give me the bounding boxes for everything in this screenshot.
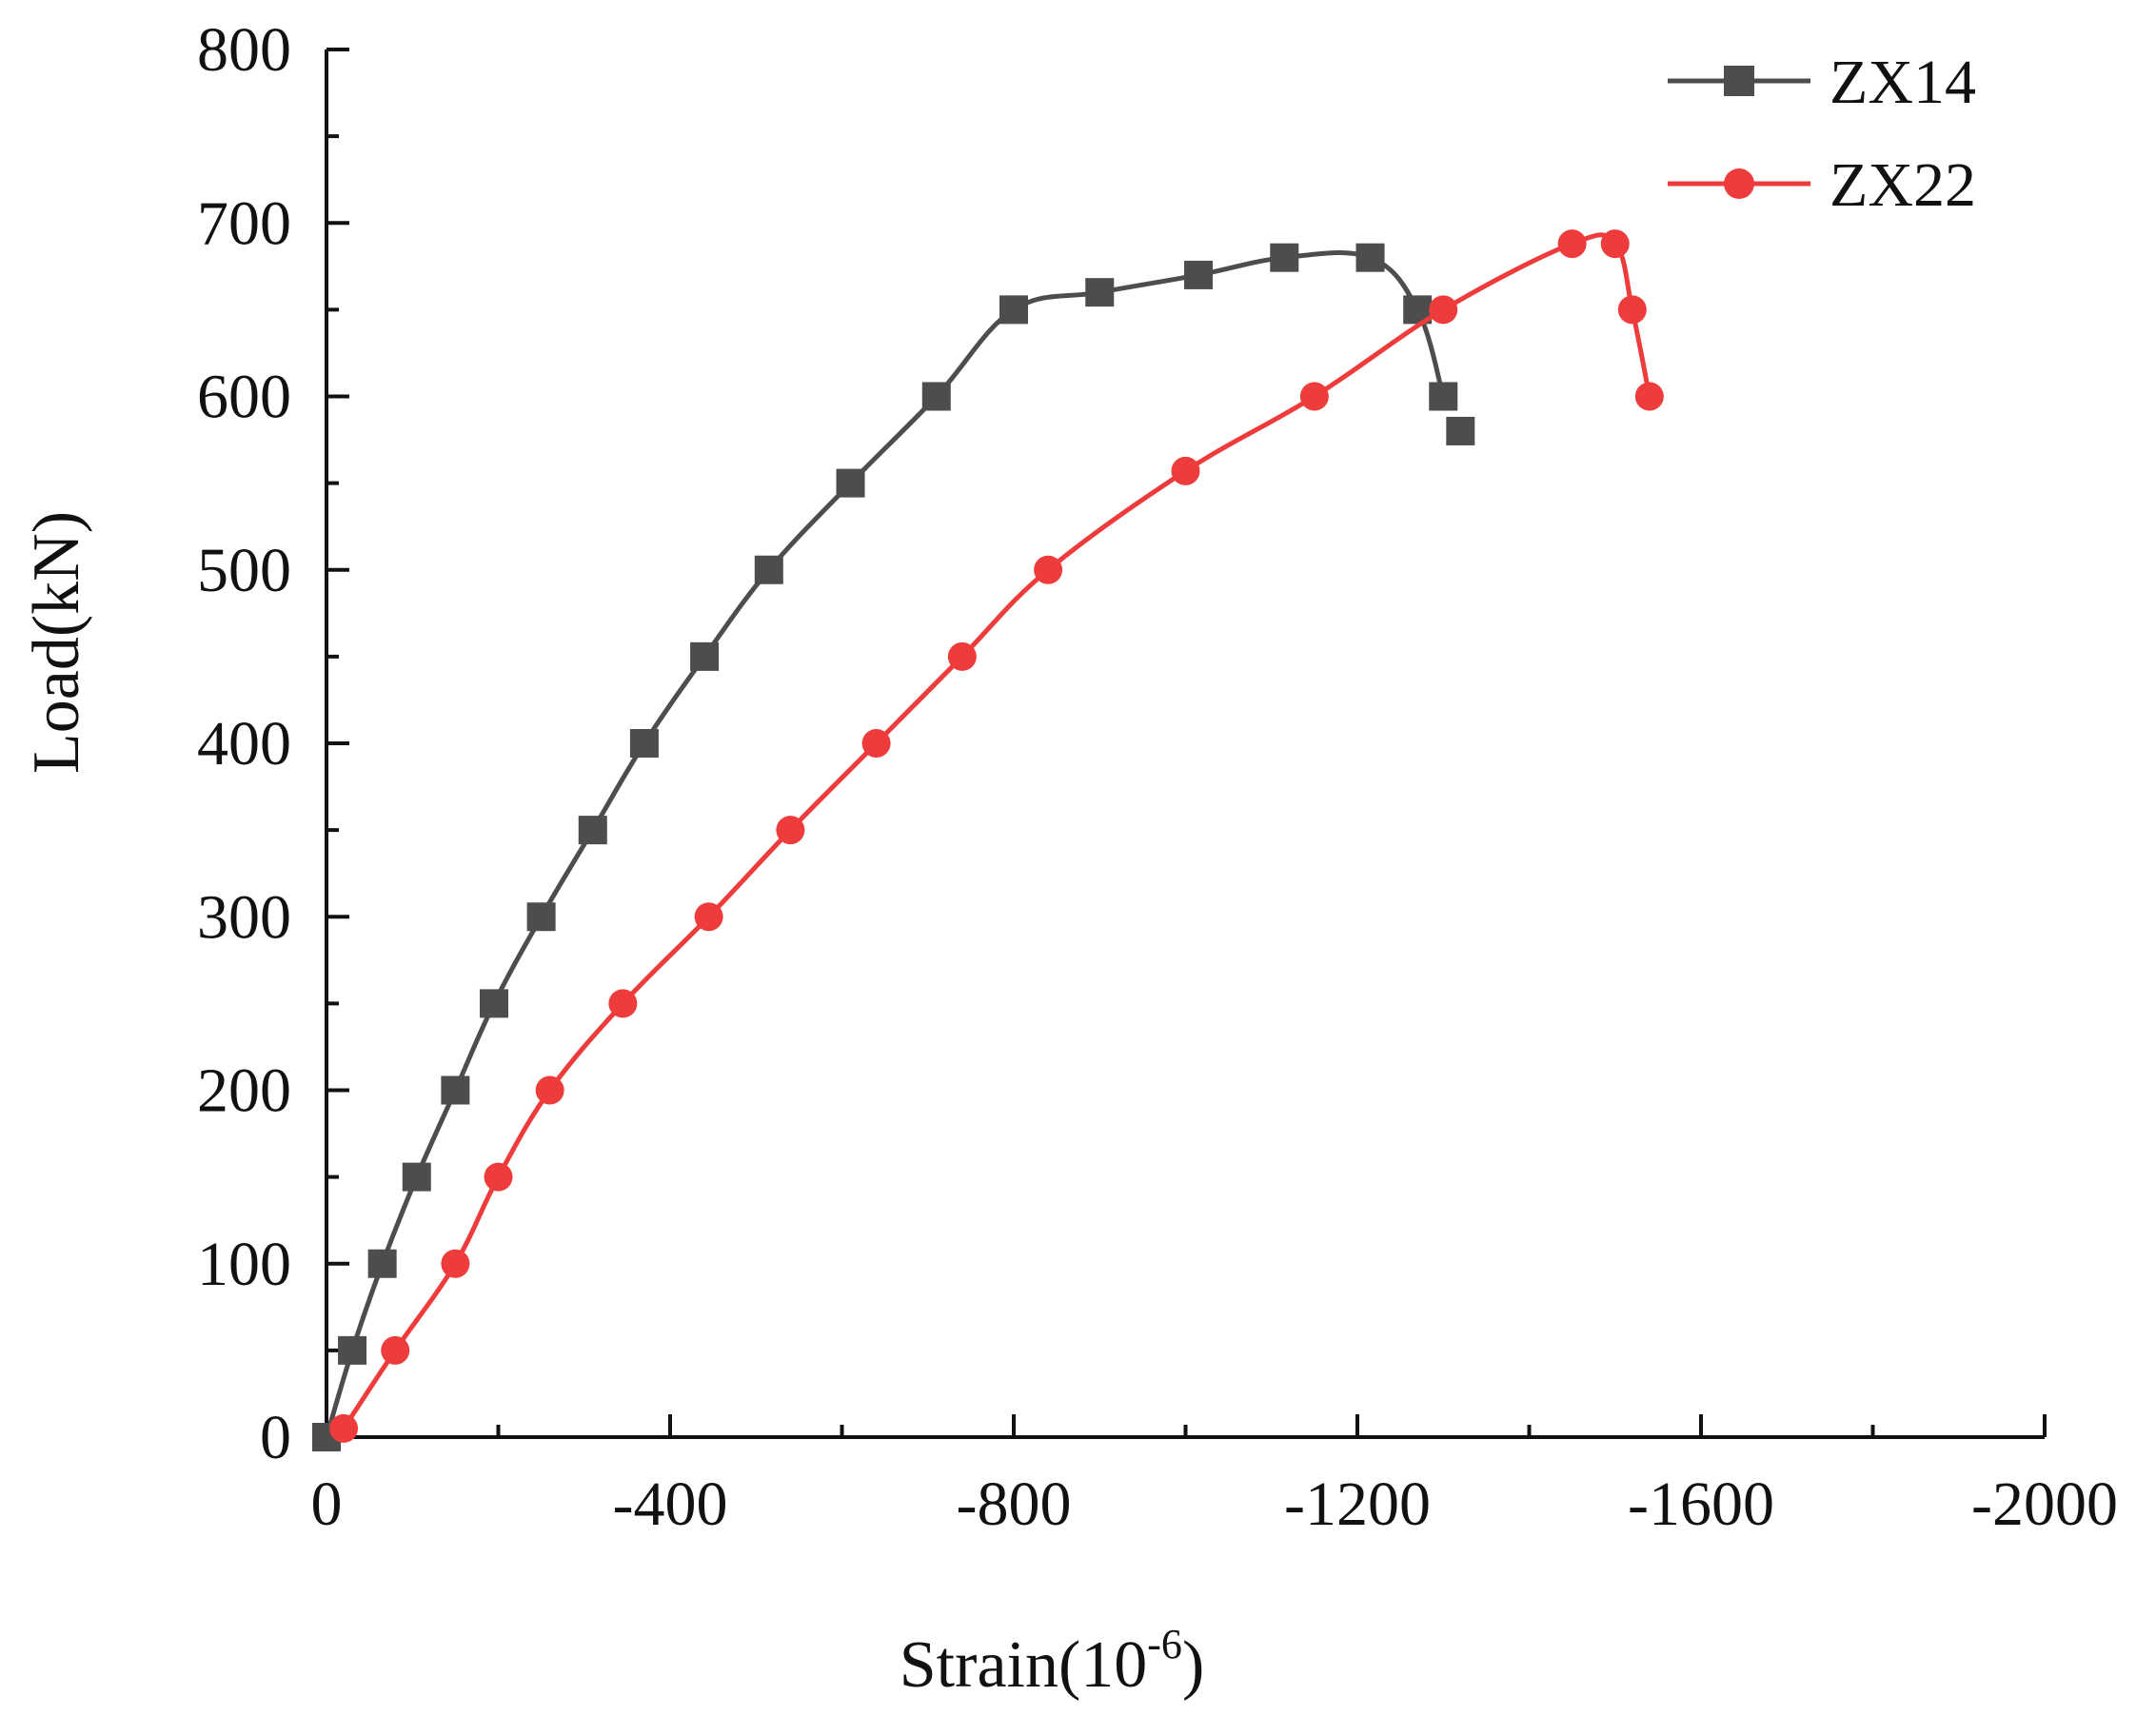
data-point-zx22: [1429, 295, 1458, 325]
data-point-zx14: [367, 1249, 397, 1278]
data-point-zx22: [535, 1075, 564, 1105]
x-tick-label: -2000: [1971, 1469, 2118, 1539]
y-tick-label: 800: [197, 15, 291, 85]
y-tick-label: 0: [260, 1403, 291, 1472]
data-point-zx14: [629, 729, 659, 758]
data-point-zx22: [381, 1335, 410, 1365]
x-tick-label: -400: [613, 1469, 728, 1539]
x-tick-label: -800: [957, 1469, 1072, 1539]
data-point-zx14: [479, 989, 508, 1018]
data-point-zx22: [1171, 456, 1200, 485]
data-point-zx22: [1634, 382, 1664, 411]
data-point-zx14: [578, 816, 607, 845]
data-point-zx22: [694, 902, 723, 932]
data-point-zx22: [861, 729, 891, 758]
x-tick-label: 0: [311, 1469, 343, 1539]
data-point-zx14: [338, 1335, 367, 1365]
legend-marker-zx14: [1724, 66, 1754, 96]
data-point-zx14: [754, 555, 783, 584]
data-point-zx22: [329, 1413, 359, 1443]
data-point-zx14: [1270, 243, 1299, 272]
data-point-zx22: [441, 1249, 470, 1278]
data-point-zx22: [1034, 555, 1063, 584]
x-axis-title-suffix: ): [1182, 1628, 1204, 1702]
data-point-zx14: [1355, 243, 1385, 272]
x-axis-title: Strain(10-6): [900, 1621, 1205, 1702]
data-point-zx22: [947, 641, 977, 671]
data-point-zx22: [1557, 229, 1587, 259]
legend: ZX14 ZX22: [1668, 48, 1976, 220]
data-point-zx22: [1299, 382, 1329, 411]
series-zx22: [329, 229, 1664, 1443]
data-point-zx14: [1085, 278, 1115, 307]
series-line-zx14: [324, 250, 1446, 1438]
data-point-zx14: [921, 382, 951, 411]
x-tick-label: -1200: [1284, 1469, 1431, 1539]
y-tick-label: 500: [197, 536, 291, 605]
data-point-zx14: [441, 1075, 470, 1105]
data-point-zx14: [1184, 260, 1214, 289]
data-point-zx22: [776, 816, 805, 845]
legend-label-zx14: ZX14: [1830, 48, 1976, 117]
data-point-zx22: [1617, 295, 1647, 325]
series-line-zx22: [341, 232, 1652, 1430]
x-axis-title-superscript: -6: [1147, 1621, 1182, 1667]
legend-item-zx14: ZX14: [1668, 48, 1976, 117]
y-axis-title: Load(kN): [20, 511, 93, 774]
data-point-zx14: [402, 1162, 431, 1192]
data-point-zx22: [484, 1162, 513, 1192]
x-tick-label: -1600: [1628, 1469, 1774, 1539]
data-point-zx14: [526, 902, 556, 932]
legend-marker-zx22: [1724, 168, 1754, 199]
data-point-zx22: [608, 989, 638, 1018]
y-tick-label: 600: [197, 363, 291, 432]
series-zx14: [312, 243, 1475, 1451]
data-point-zx14: [999, 295, 1028, 325]
legend-item-zx22: ZX22: [1668, 150, 1976, 220]
y-tick-label: 400: [197, 709, 291, 779]
y-tick-label: 300: [197, 882, 291, 952]
y-tick-label: 700: [197, 188, 291, 258]
axes: 0 100 200 300 400 500 600 700 800 0 -400 -800 -1200 -…: [197, 15, 2118, 1539]
legend-label-zx22: ZX22: [1830, 150, 1976, 220]
x-axis-title-base: Strain(10: [900, 1628, 1148, 1702]
data-point-zx22: [1600, 229, 1630, 259]
y-tick-label: 100: [197, 1230, 291, 1299]
y-tick-label: 200: [197, 1056, 291, 1126]
data-point-zx14: [690, 641, 720, 671]
data-point-zx14: [836, 468, 865, 498]
data-point-zx14: [1446, 416, 1475, 445]
series-layer: [312, 229, 1664, 1451]
data-point-zx14: [1429, 382, 1458, 411]
